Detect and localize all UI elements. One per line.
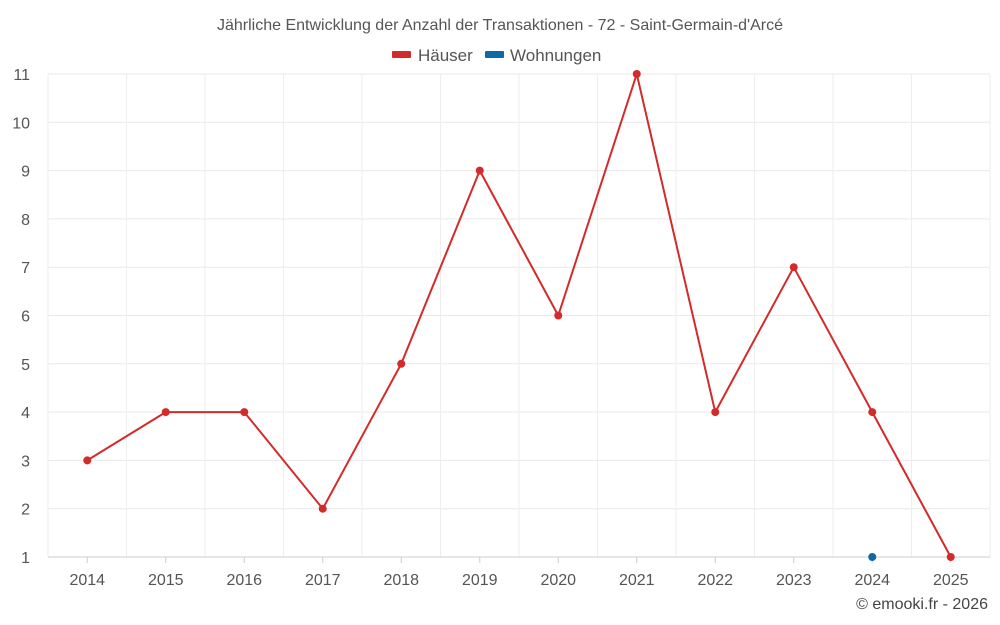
x-tick-label: 2022 (697, 572, 733, 589)
y-tick-label: 2 (21, 502, 30, 519)
y-tick-label: 11 (13, 67, 30, 84)
y-tick-label: 8 (21, 212, 30, 229)
x-tick-label: 2021 (619, 572, 655, 589)
x-tick-label: 2018 (383, 572, 419, 589)
legend-label-wohnungen[interactable]: Wohnungen (510, 46, 601, 65)
x-tick-label: 2023 (776, 572, 812, 589)
credit-text: © emooki.fr - 2026 (856, 596, 988, 613)
y-tick-label: 10 (12, 115, 30, 132)
x-tick-label: 2025 (933, 572, 969, 589)
x-tick-label: 2014 (69, 572, 105, 589)
x-tick-label: 2017 (305, 572, 341, 589)
x-tick-label: 2024 (854, 572, 890, 589)
legend-label-haeuser[interactable]: Häuser (418, 46, 473, 65)
data-point-haeuser[interactable] (946, 553, 955, 561)
series-line-haeuser (86, 73, 952, 558)
y-tick-label: 3 (21, 453, 30, 470)
y-tick-label: 6 (21, 309, 30, 326)
series-layer (83, 70, 955, 561)
data-point-haeuser[interactable] (632, 70, 641, 78)
x-tick-label: 2015 (148, 572, 184, 589)
y-tick-label: 7 (21, 260, 30, 277)
x-tick-label: 2016 (226, 572, 262, 589)
data-point-haeuser[interactable] (161, 408, 170, 417)
legend-swatch-haeuser (392, 51, 411, 58)
y-tick-label: 1 (21, 550, 30, 567)
data-point-wohnungen[interactable] (868, 553, 877, 561)
x-tick-label: 2019 (462, 572, 498, 589)
data-point-haeuser[interactable] (397, 359, 406, 368)
y-tick-label: 5 (21, 357, 30, 374)
data-point-haeuser[interactable] (711, 408, 720, 417)
x-axis: 2014 2015 2016 2017 2018 2019 2020 2021 2022 2023… (48, 556, 990, 589)
chart-title: Jährliche Entwicklung der Anzahl der Tra… (217, 17, 783, 34)
y-axis: 1 2 3 4 5 6 7 8 9 10 11 (12, 67, 30, 567)
data-point-haeuser[interactable] (318, 504, 327, 513)
data-point-haeuser[interactable] (554, 311, 563, 320)
y-tick-label: 9 (21, 164, 30, 181)
data-point-haeuser[interactable] (868, 408, 877, 417)
data-point-haeuser[interactable] (789, 263, 798, 272)
y-tick-label: 4 (21, 405, 30, 422)
data-point-haeuser[interactable] (83, 456, 92, 465)
data-point-haeuser[interactable] (240, 408, 249, 417)
legend: Häuser Wohnungen (392, 46, 601, 65)
legend-swatch-wohnungen (485, 51, 504, 58)
x-tick-label: 2020 (540, 572, 576, 589)
data-point-haeuser[interactable] (475, 166, 484, 175)
grid (47, 73, 991, 557)
